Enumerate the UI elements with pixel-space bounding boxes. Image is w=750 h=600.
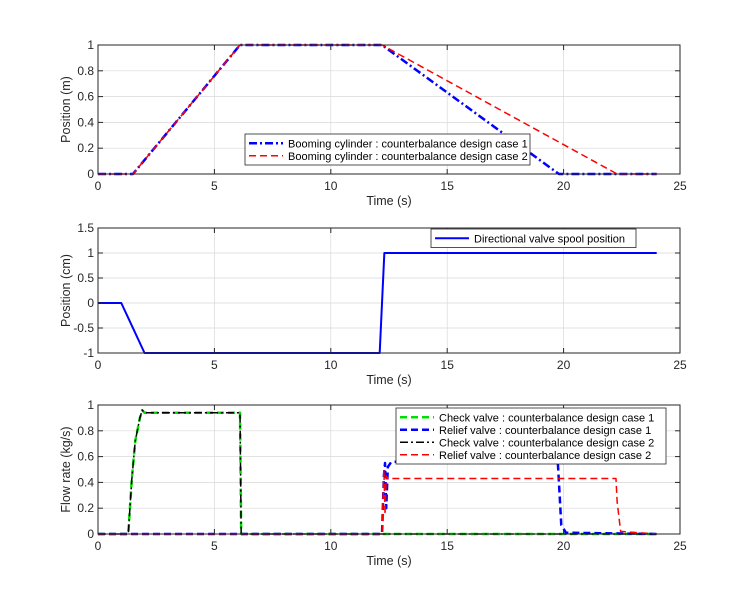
legend-box: [430, 228, 637, 248]
x-tick-label: 15: [441, 358, 455, 372]
y-tick-label: 0.6: [77, 90, 94, 104]
x-tick-label: 5: [211, 358, 218, 372]
x-tick-label: 0: [95, 179, 102, 193]
legend-label: Check valve : counterbalance design case…: [439, 412, 654, 424]
x-tick-label: 15: [441, 179, 455, 193]
chart-panel-2: 0 5 10 15 20 25 -1 -0.5 0 0.5 1 1.5 Time (s) Position…: [59, 221, 687, 387]
x-tick-label: 0: [95, 358, 102, 372]
x-axis-label: Time (s): [366, 194, 411, 208]
legend-label: Directional valve spool position: [474, 233, 625, 245]
y-tick-label: -0.5: [73, 321, 94, 335]
axes-frame: [97, 227, 681, 354]
x-axis-label: Time (s): [366, 554, 411, 568]
y-tick-label: 0.8: [77, 424, 94, 438]
series-line-3: [98, 409, 657, 535]
y-tick-label: 0.6: [77, 450, 94, 464]
legend-box: [395, 407, 667, 465]
y-axis-label: Flow rate (kg/s): [59, 426, 73, 512]
legend-box: [244, 133, 531, 166]
x-tick-label: 15: [441, 539, 455, 553]
x-tick-label: 20: [557, 179, 571, 193]
y-tick-label: 0.5: [77, 271, 94, 285]
y-tick-label: 0: [87, 167, 94, 181]
y-tick-label: 1: [87, 38, 94, 52]
y-tick-label: 0: [87, 296, 94, 310]
y-tick-label: 1: [87, 246, 94, 260]
y-tick-label: 0.2: [77, 501, 94, 515]
legend-label: Booming cylinder : counterbalance design…: [288, 138, 528, 150]
legend: Directional valve spool position: [430, 228, 637, 248]
plot-area: [98, 228, 680, 353]
x-tick-label: 20: [557, 358, 571, 372]
x-tick-label: 5: [211, 539, 218, 553]
x-tick-label: 10: [324, 539, 338, 553]
chart-panel-1: 0 5 10 15 20 25 0 0.2 0.4 0.6 0.8 1 Time (s) Position…: [59, 38, 687, 208]
legend-label: Check valve : counterbalance design case…: [439, 437, 654, 449]
y-tick-label: 1: [87, 398, 94, 412]
x-tick-label: 5: [211, 179, 218, 193]
x-tick-label: 25: [673, 539, 687, 553]
x-tick-label: 20: [557, 539, 571, 553]
legend: Check valve : counterbalance design case…: [395, 407, 667, 465]
y-tick-label: 0.8: [77, 64, 94, 78]
axes-frame: [97, 404, 681, 535]
y-tick-label: -1: [83, 346, 94, 360]
y-tick-label: 0.2: [77, 141, 94, 155]
y-axis-label: Position (m): [59, 76, 73, 143]
legend-label: Booming cylinder : counterbalance design…: [288, 151, 528, 163]
x-axis-label: Time (s): [366, 373, 411, 387]
chart-panel-3: 0 5 10 15 20 25 0 0.2 0.4 0.6 0.8 1 Time (s) Flow rat…: [59, 398, 687, 568]
legend-label: Relief valve : counterbalance design cas…: [439, 450, 651, 462]
y-tick-label: 0: [87, 527, 94, 541]
series-line-4: [98, 468, 657, 535]
legend: Booming cylinder : counterbalance design…: [244, 133, 531, 166]
series-group: [98, 408, 657, 536]
y-tick-label: 0.4: [77, 115, 94, 129]
x-tick-label: 10: [324, 358, 338, 372]
axes-frame: [97, 44, 681, 175]
y-tick-label: 0.4: [77, 475, 94, 489]
y-tick-label: 1.5: [77, 221, 94, 235]
x-tick-label: 10: [324, 179, 338, 193]
x-tick-label: 25: [673, 358, 687, 372]
x-tick-label: 25: [673, 179, 687, 193]
legend-label: Relief valve : counterbalance design cas…: [439, 425, 651, 437]
y-axis-label: Position (cm): [59, 254, 73, 327]
x-tick-label: 0: [95, 539, 102, 553]
